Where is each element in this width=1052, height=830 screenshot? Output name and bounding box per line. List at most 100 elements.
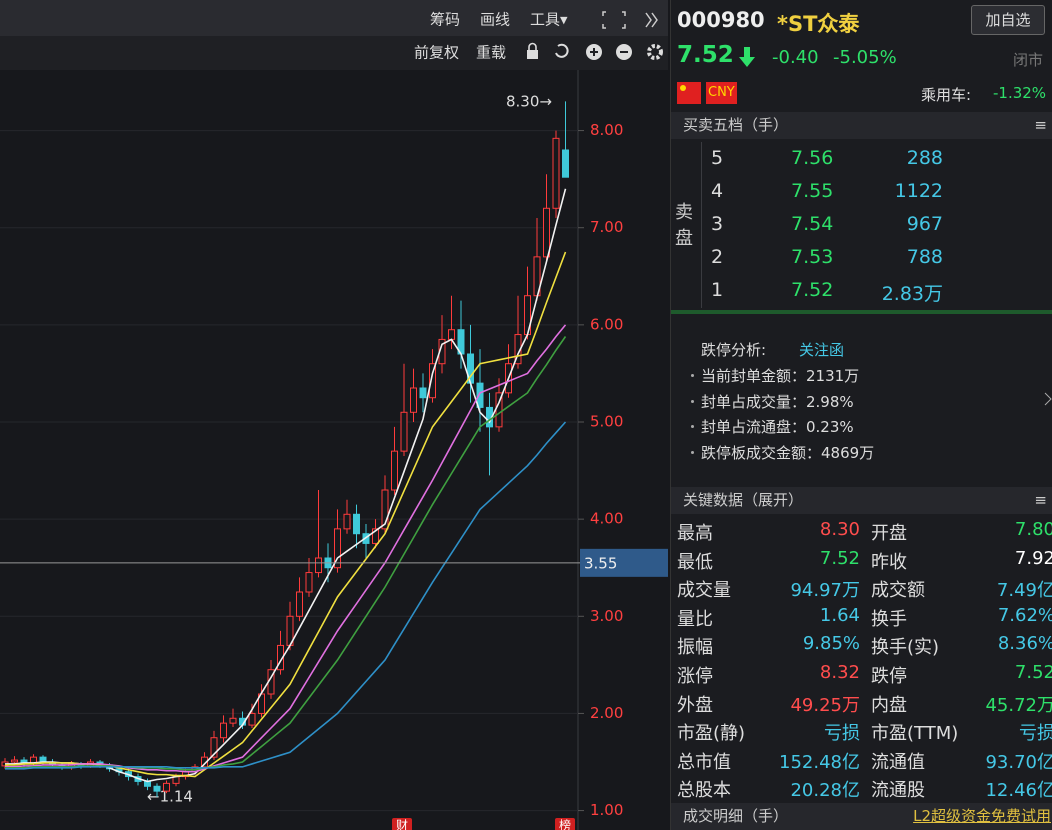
key-label: 最高: [677, 523, 713, 544]
book-level: 5: [711, 147, 724, 169]
menu-icon[interactable]: ≡: [1034, 116, 1047, 134]
flag: [677, 82, 701, 104]
y-tick-label: 1.00: [590, 801, 623, 819]
candle-body: [562, 149, 569, 178]
key-label: 最低: [677, 551, 713, 573]
bullet: [691, 374, 694, 377]
side-label: 卖盘: [675, 202, 693, 249]
plot: [0, 101, 578, 812]
section-header: 买卖五档（手） ≡: [671, 112, 1052, 139]
book-price: 7.52: [791, 279, 834, 301]
candle-body: [305, 572, 313, 593]
y-tick-label: 5.00: [590, 413, 623, 431]
candle-body: [153, 785, 161, 792]
key-value: 8.36%: [997, 633, 1052, 655]
analysis-tag[interactable]: 关注函: [799, 341, 845, 359]
section-header: 关键数据（展开） ≡: [671, 487, 1052, 514]
candle-body: [552, 137, 560, 209]
event-box: [392, 818, 412, 830]
change: -0.40: [772, 47, 819, 68]
key-label: 流通值: [871, 751, 925, 773]
menu-icon[interactable]: ≡: [1034, 491, 1047, 509]
tool[interactable]: 画线: [480, 11, 510, 29]
toolbar-icons[interactable]: [602, 11, 658, 29]
candle-body: [315, 557, 322, 574]
market-status: 闭市: [1013, 51, 1044, 69]
key-label: 外盘: [677, 694, 713, 716]
section-title: 成交明细（手）: [683, 807, 789, 825]
key-label: 昨收: [871, 551, 907, 573]
book-volume: 288: [906, 147, 943, 169]
key-label: 市盈(静): [677, 723, 746, 745]
candle-body: [381, 489, 389, 530]
event-marker: 财: [396, 819, 408, 830]
key-value: 49.25万: [790, 694, 860, 716]
event-box: [555, 818, 575, 830]
key-value: 8.30: [819, 519, 860, 540]
analysis-item: 封单占成交量：2.98%: [701, 392, 854, 411]
annotation: 8.30→: [506, 93, 552, 111]
key-value: 9.85%: [802, 633, 860, 655]
book-price: 7.54: [791, 213, 834, 235]
candle-body: [229, 717, 237, 724]
analysis-item: 当前封单金额：2131万: [701, 367, 860, 385]
moving-average: [5, 336, 567, 771]
stock-name: *ST众泰: [777, 12, 860, 36]
key-label: 内盘: [871, 694, 907, 716]
bullet: [691, 450, 694, 454]
y-tick-label: 8.00: [590, 121, 623, 139]
key-value: 1.64: [819, 604, 860, 626]
y-tick-label: 6.00: [590, 315, 623, 333]
price: 7.52: [677, 42, 734, 68]
analysis-item: 封单占流通盘：0.23%: [701, 418, 854, 436]
tool[interactable]: 工具▾: [530, 11, 568, 29]
sector: 乘用车:: [921, 86, 972, 104]
change-pct: -5.05%: [833, 47, 897, 68]
toolbar: [0, 0, 668, 36]
key-value: 7.62%: [997, 604, 1052, 626]
crosshair-box: [580, 548, 668, 577]
book-level: 4: [711, 180, 724, 202]
candle-body: [476, 382, 484, 408]
candle-body: [296, 591, 303, 617]
book-level: 3: [711, 213, 724, 235]
book-volume: 967: [906, 213, 943, 235]
chevron[interactable]: [1043, 392, 1052, 406]
section-title[interactable]: 关键数据（展开）: [683, 491, 804, 509]
y-tick-label: 4.00: [590, 510, 623, 528]
chart: 筹码 画线 工具▾ 前复权 重载 8.30→ ←1.14 1.00 2.00 3.0…: [0, 0, 668, 830]
tool[interactable]: 筹码: [430, 11, 460, 29]
candle-body: [419, 387, 427, 399]
book-level: 2: [711, 246, 724, 268]
key-label: 换手: [871, 608, 907, 630]
key-label: 开盘: [871, 523, 907, 544]
candle-body: [400, 411, 408, 452]
candle-body: [163, 782, 170, 792]
key-label: 涨停: [677, 666, 713, 687]
tool[interactable]: 重载: [476, 44, 506, 62]
candle-body: [11, 759, 18, 763]
candle-body: [543, 207, 550, 258]
book-divider: [671, 310, 1052, 314]
key-value: 152.48亿: [779, 751, 860, 773]
annotation: ←1.14: [147, 788, 193, 806]
book-level: 1: [711, 279, 724, 301]
key-label: 总股本: [677, 780, 731, 802]
candle-body: [334, 528, 341, 569]
subtoolbar-icons[interactable]: [527, 42, 663, 61]
key-value: 94.97万: [790, 580, 860, 602]
book-volume: 1122: [894, 180, 943, 202]
down-arrow: [739, 47, 755, 67]
promo-link[interactable]: L2超级资金免费试用: [913, 807, 1051, 825]
book-volume: 2.83万: [881, 283, 943, 305]
tool[interactable]: 前复权: [414, 44, 459, 62]
currency: CNY: [706, 82, 737, 104]
section-header: 成交明细（手） L2超级资金免费试用: [671, 803, 1052, 830]
candle-body: [391, 450, 398, 491]
analysis-item: 跌停板成交金额：4869万: [701, 443, 875, 462]
key-value: 93.70亿: [985, 751, 1052, 773]
book-price: 7.55: [791, 180, 834, 202]
key-value: 12.46亿: [985, 780, 1052, 802]
moving-average: [5, 421, 567, 770]
watch-button[interactable]: 加自选: [971, 5, 1045, 35]
